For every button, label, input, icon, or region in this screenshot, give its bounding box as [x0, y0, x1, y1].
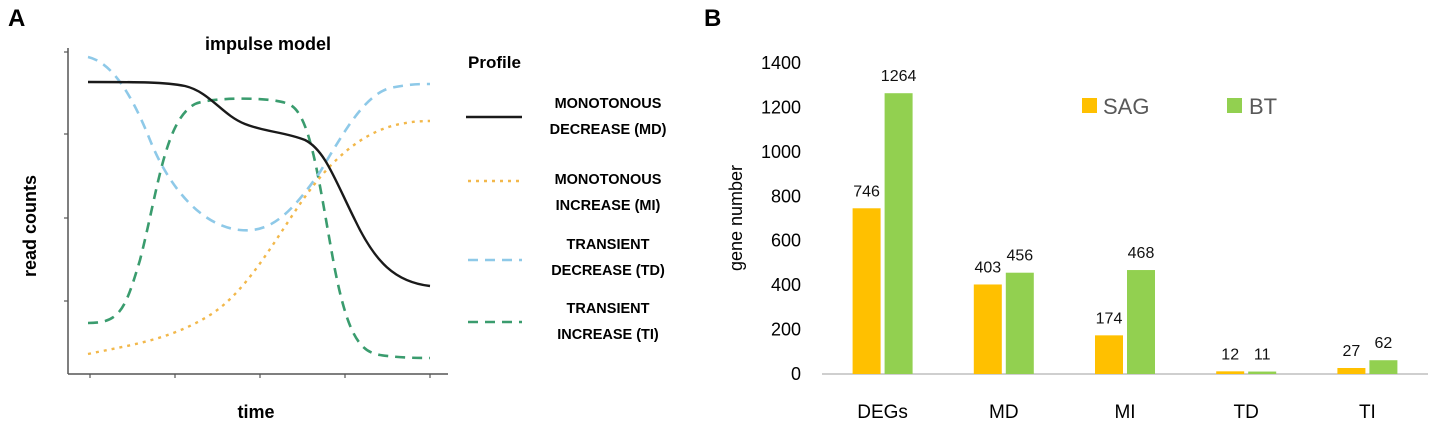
legend-ti-line1: TRANSIENT — [567, 301, 650, 317]
data-label-sag-md: 403 — [974, 259, 1001, 276]
legend-td-line1: TRANSIENT — [567, 237, 650, 253]
legend-mi-line2: INCREASE (MI) — [556, 198, 661, 214]
y-tick-label-800: 800 — [771, 186, 801, 206]
legend-md-line1: MONOTONOUS — [555, 96, 662, 112]
data-label-bt-md: 456 — [1006, 248, 1033, 265]
legend-item-mi: MONOTONOUS INCREASE (MI) — [468, 172, 662, 214]
bar-chart: 0 200 400 600 800 1000 1200 1400 gene number DEGs… — [726, 53, 1428, 423]
monotonous-decrease-curve — [87, 80, 431, 288]
impulse-model-title: impulse model — [205, 34, 331, 54]
data-label-sag-td: 12 — [1221, 346, 1239, 363]
legend-label-bt: BT — [1249, 94, 1277, 119]
y-axis-label: gene number — [726, 165, 746, 271]
bar-sag-degs — [852, 208, 881, 374]
panel-a-x-ticks — [89, 374, 431, 378]
panel-a-x-label: time — [237, 402, 274, 422]
legend-mi-line1: MONOTONOUS — [555, 172, 662, 188]
y-tick-label-400: 400 — [771, 275, 801, 295]
x-tick-label-MD: MD — [989, 402, 1019, 423]
bar-bt-degs — [884, 93, 913, 374]
panel-b-letter: B — [704, 5, 721, 32]
legend-item-ti: TRANSIENT INCREASE (TI) — [468, 301, 659, 343]
bar-sag-md — [973, 284, 1002, 374]
data-label-sag-ti: 27 — [1343, 343, 1361, 360]
x-tick-label-TI: TI — [1359, 402, 1376, 423]
panel-a-letter: A — [8, 5, 25, 32]
bar-bt-ti — [1369, 360, 1398, 374]
monotonous-increase-curve — [87, 119, 431, 356]
legend-ti-line2: INCREASE (TI) — [557, 327, 659, 343]
profile-legend-title: Profile — [468, 53, 521, 72]
data-label-sag-degs: 746 — [853, 183, 880, 200]
panel-a-y-label: read counts — [20, 175, 40, 277]
legend-md-line2: DECREASE (MD) — [550, 122, 667, 138]
bar-sag-td — [1216, 371, 1245, 374]
y-tick-label-200: 200 — [771, 320, 801, 340]
bar-sag-mi — [1095, 335, 1123, 374]
bar-sag-ti — [1337, 368, 1366, 374]
bar-bt-mi — [1127, 270, 1155, 374]
data-label-bt-mi: 468 — [1128, 245, 1155, 262]
y-tick-label-0: 0 — [791, 364, 801, 384]
bar-bt-td — [1248, 371, 1277, 374]
data-label-bt-td: 11 — [1254, 347, 1271, 364]
data-label-bt-ti: 62 — [1375, 335, 1393, 352]
bar-bt-md — [1005, 272, 1034, 374]
x-tick-label-TD: TD — [1234, 402, 1259, 423]
transient-increase-curve — [87, 97, 431, 360]
data-label-bt-degs: 1264 — [881, 68, 917, 85]
y-tick-label-600: 600 — [771, 231, 801, 251]
panel-a-y-ticks — [64, 51, 68, 302]
y-tick-label-1400: 1400 — [761, 53, 801, 73]
legend-swatch-bt — [1227, 98, 1242, 113]
legend-item-md: MONOTONOUS DECREASE (MD) — [466, 96, 667, 138]
x-tick-label-MI: MI — [1114, 402, 1135, 423]
legend-td-line2: DECREASE (TD) — [551, 263, 665, 279]
y-tick-label-1000: 1000 — [761, 142, 801, 162]
data-label-sag-mi: 174 — [1096, 310, 1123, 327]
transient-decrease-curve — [87, 55, 431, 232]
legend-label-sag: SAG — [1103, 94, 1149, 119]
x-tick-label-DEGs: DEGs — [857, 402, 908, 423]
y-tick-label-1200: 1200 — [761, 97, 801, 117]
legend-item-td: TRANSIENT DECREASE (TD) — [468, 237, 665, 279]
legend-swatch-sag — [1082, 98, 1097, 113]
